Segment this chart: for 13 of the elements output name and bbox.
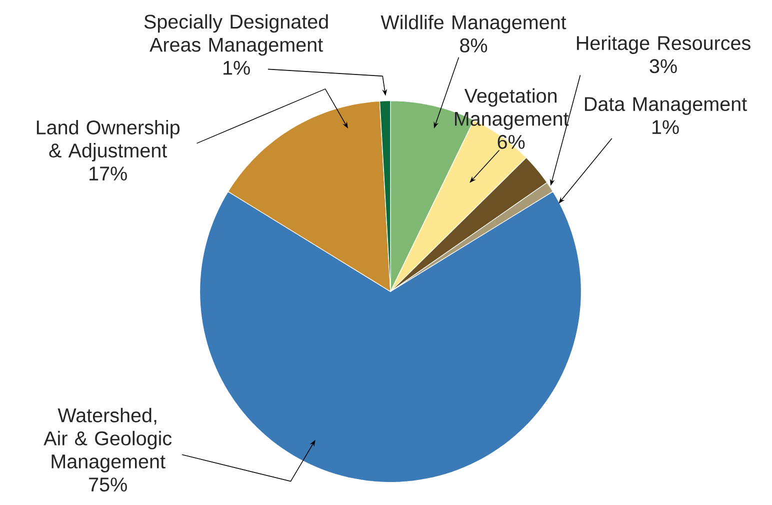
- data-label: 3%: [650, 59, 677, 74]
- slice-label: Wildlife Management: [380, 14, 566, 34]
- data-label: 17%: [90, 166, 127, 180]
- slice-label: Specially Designated Areas Management: [144, 14, 328, 56]
- slice-label: Land Ownership & Adjustment: [36, 120, 180, 162]
- slice-label: Heritage Resources: [577, 36, 750, 54]
- data-label: 8%: [460, 38, 488, 52]
- data-label: 75%: [89, 478, 127, 492]
- data-label: 1%: [652, 120, 679, 134]
- data-label: 6%: [498, 134, 525, 149]
- slice-label: Data Management: [585, 97, 747, 115]
- slice-label: Watershed, Air & Geologic Management: [44, 408, 172, 472]
- data-label: 1%: [224, 60, 250, 75]
